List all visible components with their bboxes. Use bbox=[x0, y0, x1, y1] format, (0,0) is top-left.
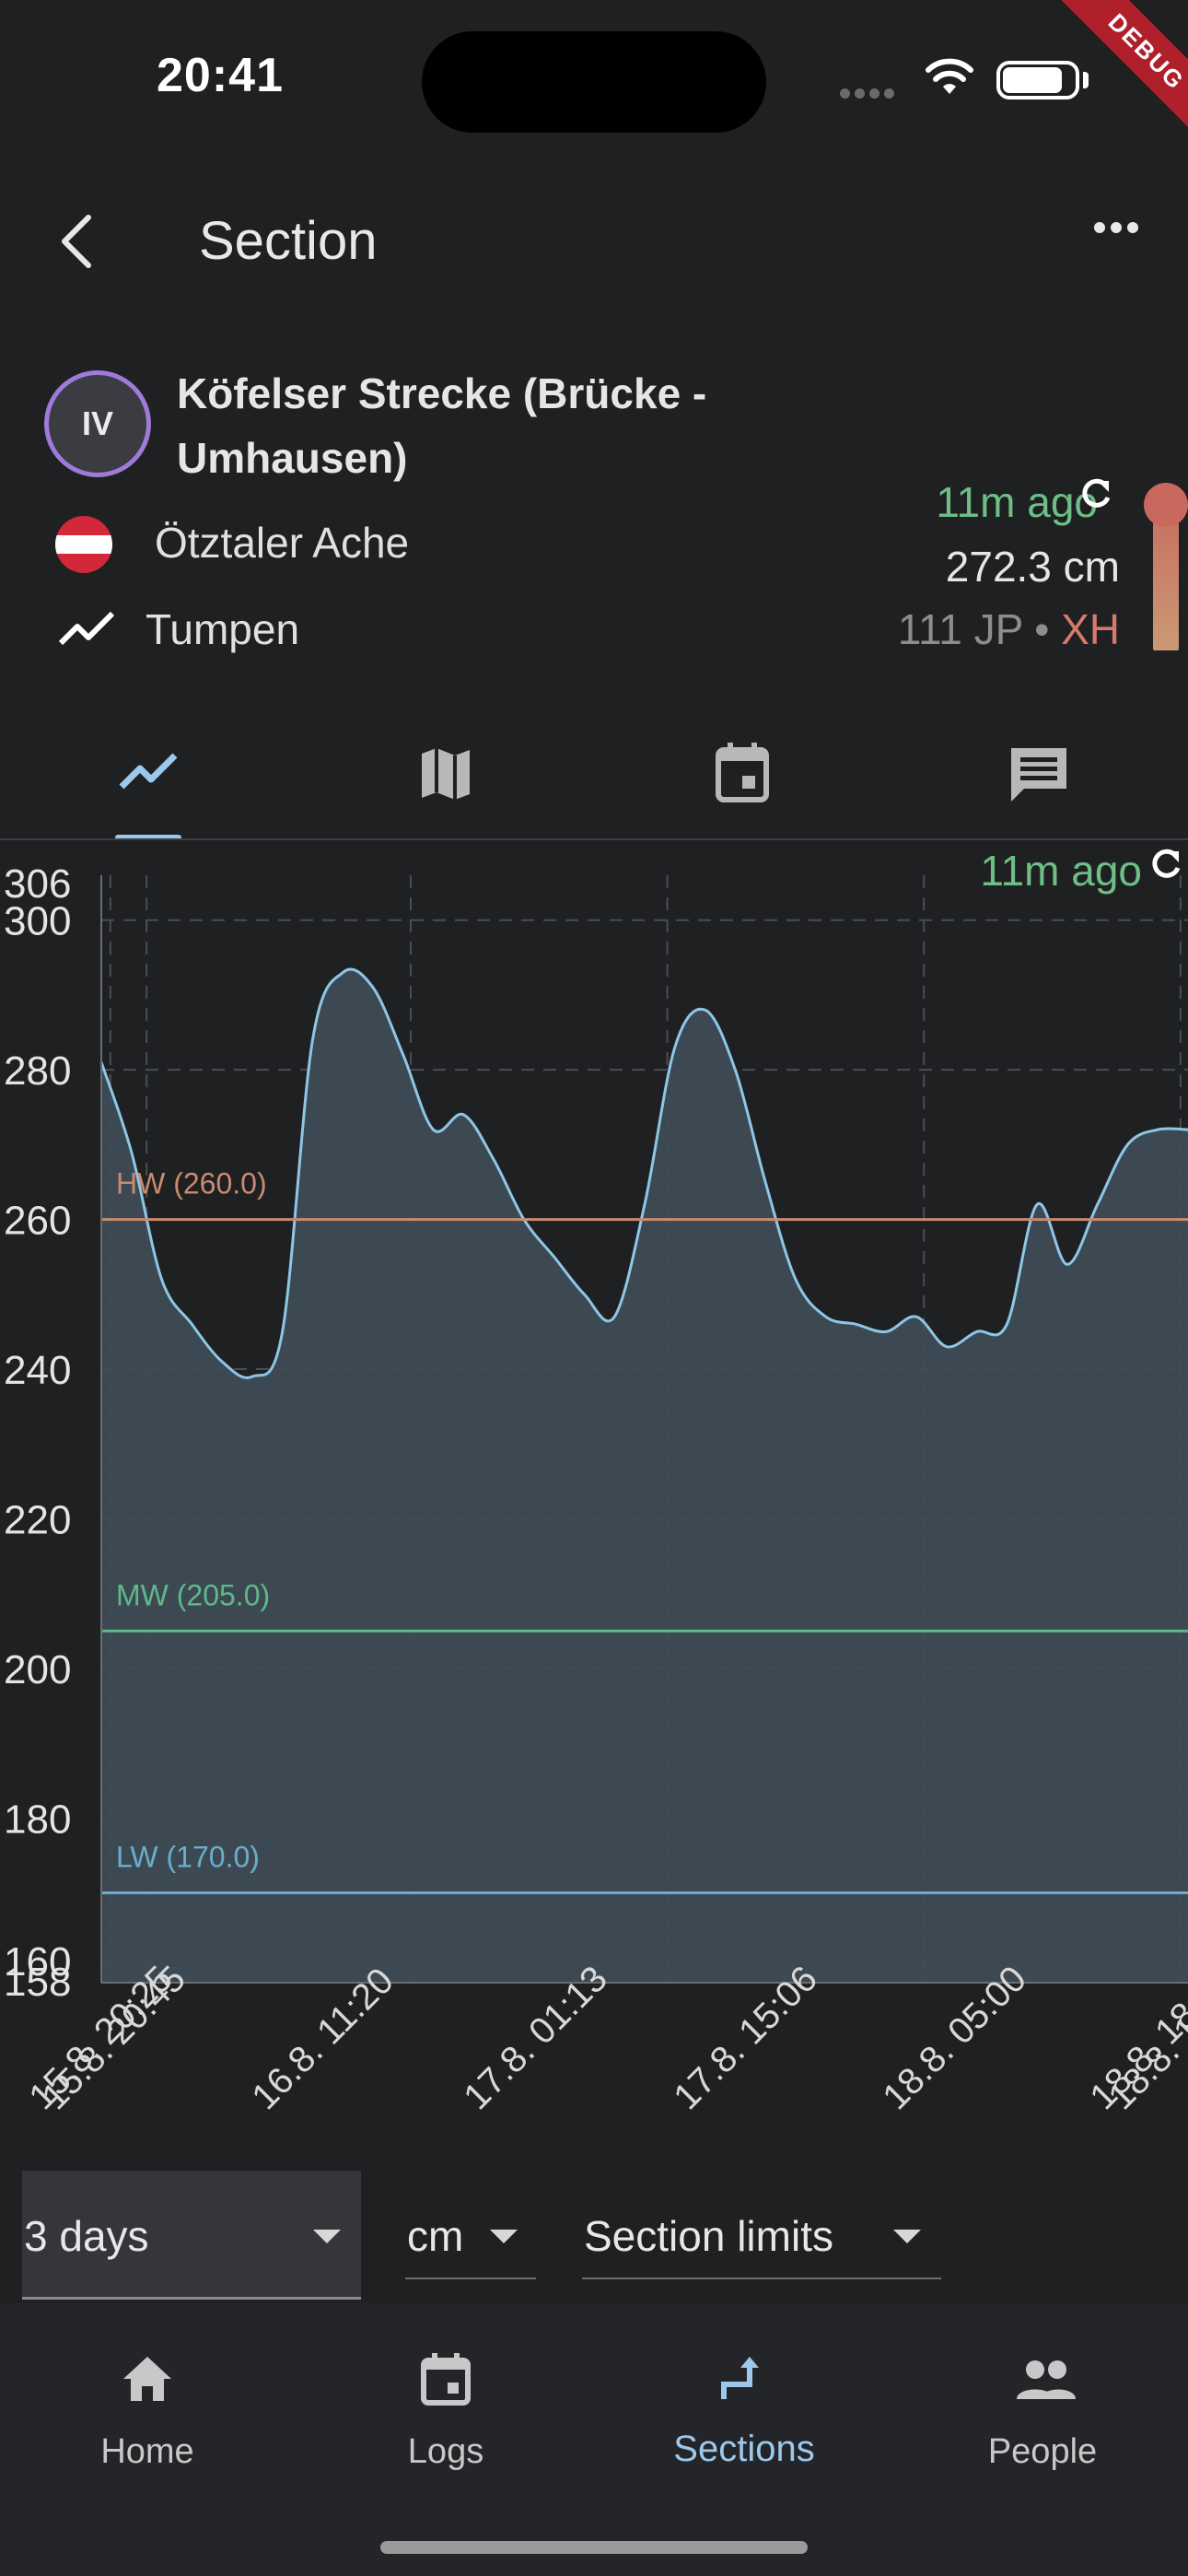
gauge-trend-icon bbox=[58, 611, 115, 646]
nav-sections[interactable]: Sections bbox=[624, 2336, 864, 2484]
back-button[interactable] bbox=[52, 205, 107, 278]
water-level-value: 272.3 cm bbox=[945, 543, 1120, 591]
chart-refresh-icon[interactable] bbox=[1147, 846, 1184, 883]
chart-y-tick-label: 260 bbox=[4, 1199, 71, 1244]
chart-limit-label: MW (205.0) bbox=[116, 1578, 270, 1611]
chart-y-tick-label: 200 bbox=[4, 1647, 71, 1692]
chart-y-tick-label: 280 bbox=[4, 1048, 71, 1094]
battery-icon bbox=[996, 61, 1079, 100]
nav-home[interactable]: Home bbox=[28, 2336, 267, 2484]
chart-y-tick-label: 300 bbox=[4, 899, 71, 944]
nav-logs[interactable]: Logs bbox=[326, 2336, 565, 2484]
water-level-grade: 111 JP • XH bbox=[898, 604, 1120, 654]
limits-chevron-down-icon bbox=[893, 2230, 921, 2243]
chart-y-tick-label: 306 bbox=[4, 861, 71, 907]
page-title: Section bbox=[199, 211, 378, 271]
chart-y-tick-label: 240 bbox=[4, 1348, 71, 1393]
nav-people[interactable]: People bbox=[923, 2336, 1162, 2484]
chart-series-line bbox=[99, 967, 1188, 1379]
nav-sections-label: Sections bbox=[673, 2429, 815, 2469]
river-name[interactable]: Ötztaler Ache bbox=[155, 519, 410, 567]
home-indicator bbox=[380, 2541, 808, 2554]
level-updated-time: 11m ago bbox=[936, 478, 1098, 526]
refresh-icon[interactable] bbox=[1077, 475, 1114, 512]
level-grade-prefix: 111 JP • bbox=[897, 605, 1062, 653]
battery-level bbox=[1003, 67, 1062, 93]
people-icon bbox=[1017, 2360, 1076, 2399]
chart-area-fill bbox=[101, 969, 1188, 1983]
chart-limit-label: HW (260.0) bbox=[116, 1167, 267, 1200]
nav-logs-label: Logs bbox=[407, 2432, 484, 2471]
time-range-select[interactable] bbox=[22, 2171, 361, 2300]
chart-y-tick-label: 180 bbox=[4, 1797, 71, 1842]
chart-limit-label: LW (170.0) bbox=[116, 1841, 260, 1874]
map-tab[interactable] bbox=[400, 728, 492, 820]
wifi-icon bbox=[926, 58, 973, 94]
calendar-tab[interactable] bbox=[696, 728, 788, 820]
home-icon bbox=[123, 2357, 171, 2401]
active-tab-indicator bbox=[115, 835, 181, 840]
nav-people-label: People bbox=[987, 2432, 1098, 2471]
gauge-name[interactable]: Tumpen bbox=[146, 605, 300, 653]
bottom-navigation bbox=[0, 2303, 1188, 2576]
battery-tip bbox=[1083, 72, 1089, 88]
time-range-value: 3 days bbox=[24, 2212, 149, 2260]
cellular-signal-icon bbox=[840, 87, 899, 103]
unit-select[interactable] bbox=[405, 2171, 536, 2279]
grade-badge: IV bbox=[44, 370, 151, 477]
chart-updated-time: 11m ago bbox=[980, 847, 1142, 895]
status-time: 20:41 bbox=[157, 49, 284, 102]
nav-home-label: Home bbox=[100, 2432, 194, 2471]
limits-select[interactable] bbox=[582, 2171, 941, 2279]
unit-value: cm bbox=[407, 2212, 464, 2260]
tab-divider bbox=[0, 838, 1188, 840]
chart-tab[interactable] bbox=[103, 728, 195, 820]
chart-x-tick-label: 16.8. 11:20 bbox=[244, 1961, 402, 2118]
logs-icon bbox=[421, 2353, 471, 2406]
sections-icon bbox=[721, 2357, 759, 2399]
section-name: Köfelser Strecke (Brücke - Umhausen) bbox=[177, 369, 707, 482]
comments-tab[interactable] bbox=[993, 728, 1085, 820]
level-grade-xh: XH bbox=[1061, 605, 1120, 653]
unit-chevron-down-icon bbox=[490, 2230, 518, 2243]
chart-y-tick-label: 158 bbox=[4, 1960, 71, 2005]
more-options-button[interactable] bbox=[1094, 221, 1149, 258]
chart-y-tick-label: 160 bbox=[4, 1939, 71, 1985]
water-level-indicator-knob bbox=[1144, 483, 1188, 527]
dynamic-island bbox=[422, 31, 766, 133]
austria-flag-icon bbox=[55, 516, 112, 573]
time-range-chevron-down-icon bbox=[313, 2230, 341, 2243]
limits-value: Section limits bbox=[584, 2212, 833, 2260]
chart-y-tick-label: 220 bbox=[4, 1497, 71, 1542]
